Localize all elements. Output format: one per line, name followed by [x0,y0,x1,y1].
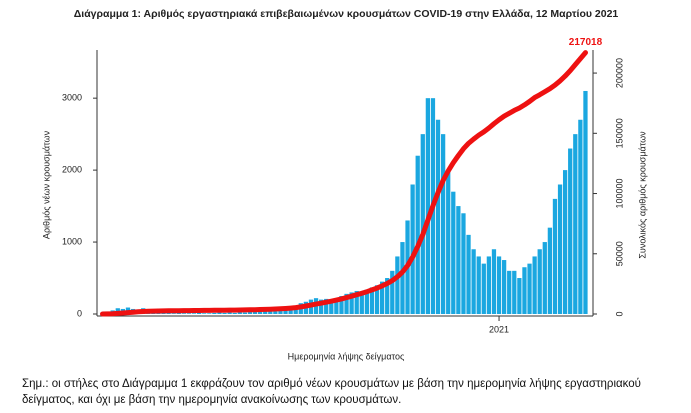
bar [507,270,512,314]
bar [496,256,502,314]
bar [568,148,573,314]
bar [344,293,349,314]
bar [364,289,370,314]
bar [288,308,293,314]
footnote: Σημ.: οι στήλες στο Διάγραμμα 1 εκφράζου… [22,378,641,406]
data-label: 217018 [569,37,603,48]
bar [420,134,425,314]
bar [476,256,481,314]
bar [557,184,563,314]
bar [466,234,471,314]
bar [263,311,268,314]
y-axis-label: Αριθμός νέων κρουσμάτων [41,130,51,239]
bar [390,270,395,314]
bar [425,98,431,315]
bar [273,311,278,314]
bar [207,313,212,314]
bar [247,311,253,314]
bar [359,292,364,314]
bar [374,285,380,314]
bar [547,227,553,314]
bar [354,290,359,314]
bar [222,312,227,314]
bar [542,242,547,314]
bar [212,312,217,314]
bar [369,287,375,314]
bar [552,198,558,314]
bar [176,312,181,314]
bar [501,260,507,314]
bar [451,191,456,314]
chart: Διάγραμμα 1: Αριθμός εργαστηριακά επιβεβ… [41,8,647,362]
bar [349,292,354,314]
bar [415,155,420,314]
bar [512,270,517,314]
bar [268,311,273,314]
bar [186,313,192,314]
line [100,50,588,317]
bar [446,170,451,314]
bar [171,313,176,314]
bar [181,313,187,314]
bar [522,267,527,314]
bar [400,242,405,314]
bar [527,263,532,314]
y2-tick-label: 0 [614,311,624,316]
chart-title: Διάγραμμα 1: Αριθμός εργαστηριακά επιβεβ… [74,8,619,20]
bar [334,298,339,314]
y2-tick-label: 150000 [614,118,624,148]
y2-tick-label: 100000 [614,179,624,209]
bar [379,281,385,314]
bar [318,299,324,314]
bar [532,256,537,314]
bar [237,312,242,314]
y-tick-label: 1000 [62,236,82,246]
bar [461,213,466,314]
bar [481,263,486,314]
y-tick-label: 3000 [62,93,82,103]
bar [578,119,583,314]
bar [232,312,237,314]
bar [385,278,390,314]
y-tick-label: 2000 [62,164,82,174]
y-tick-label: 0 [77,308,82,318]
bar [217,312,222,314]
bar [257,311,263,314]
x-axis-label: Ημερομηνία λήψης δείγματος [288,351,405,361]
bar [339,296,344,314]
bar [196,312,202,314]
x-tick-label: 2021 [489,324,509,334]
bar [435,119,441,314]
bar [486,256,492,314]
bar [252,311,258,314]
bar [242,312,248,314]
bar [471,249,476,314]
bar [227,312,232,314]
y2-axis-label: Συνολικός αριθμός κρουσμάτων [637,131,647,259]
bar [191,313,197,314]
bar [324,298,329,314]
bar [583,90,588,314]
bar [456,206,461,314]
bar [517,278,522,314]
bar [410,184,415,314]
bar [278,310,283,314]
y2-tick-label: 50000 [614,241,624,266]
bar [395,256,400,314]
bar [283,309,288,314]
bar [573,134,578,314]
bar [562,170,568,314]
bar [440,134,446,314]
bar [202,313,207,314]
y2-tick-label: 200000 [614,58,624,88]
bar [491,249,497,314]
bar [166,312,171,314]
bar [537,249,542,314]
bar [329,301,334,314]
